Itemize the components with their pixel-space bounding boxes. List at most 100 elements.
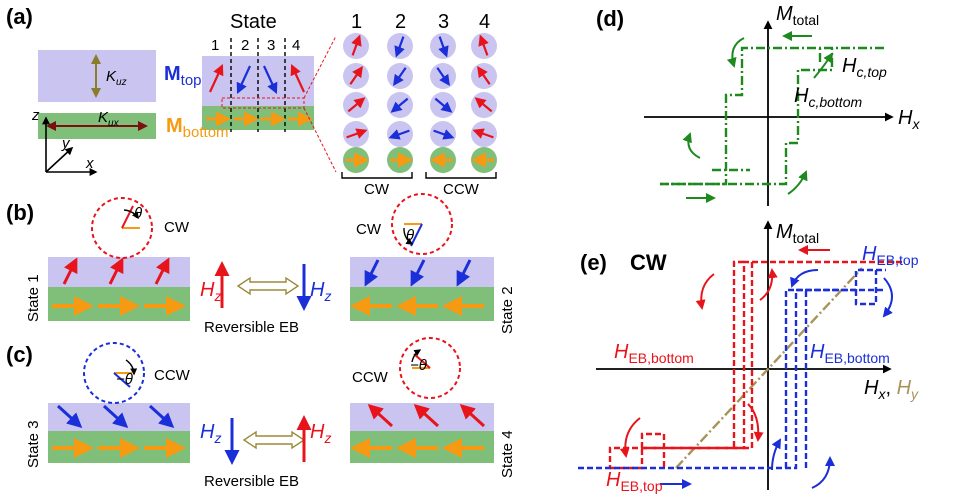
spin-moment-arrow — [474, 97, 493, 113]
spin-moment-arrow — [394, 36, 405, 58]
state4-top-moments — [367, 403, 486, 428]
state1-label: State 1 — [25, 274, 42, 322]
cw-bracket — [341, 172, 413, 179]
coordinate-axes: z y x — [31, 107, 98, 176]
state1-top-moments — [62, 257, 170, 285]
heb-top-right-label: HEB,top — [862, 243, 919, 268]
ccw-moment-line-right — [413, 353, 431, 369]
hc-top-label: Hc,top — [842, 55, 887, 80]
cw-label-left: CW — [164, 219, 190, 236]
panel-b-label: (b) — [6, 200, 34, 225]
d-y-axis-label: Mtotal — [776, 3, 819, 28]
e-hy-diagonal — [675, 267, 863, 469]
spin-moment-arrow — [436, 67, 450, 87]
e-y-axis-label: Mtotal — [776, 221, 819, 246]
spin-moment-arrow — [393, 67, 407, 87]
theta-right: θ — [406, 227, 414, 244]
cw-angle-arc-right — [403, 227, 414, 245]
ccw-group-label: CCW — [443, 181, 480, 198]
spin-moment-arrow — [438, 36, 449, 58]
panel-c-label: (c) — [6, 342, 33, 367]
reversible-eb-caption-c: Reversible EB — [204, 473, 299, 490]
neg-theta-right: −θ — [410, 357, 427, 374]
spin-moment-arrow — [433, 129, 455, 140]
hc-bottom-label: Hc,bottom — [794, 85, 862, 110]
panel-e: (e) CW Mtotal Hx, Hy — [578, 220, 919, 494]
spin-moment-arrow — [388, 129, 410, 140]
e-blue-arrows — [660, 269, 893, 489]
k-uz-label: Kuz — [106, 68, 127, 88]
e-red-loop — [608, 260, 902, 470]
cw-moment-line-left — [121, 205, 134, 229]
e-blue-loop — [578, 268, 886, 470]
spin-moment-arrow — [478, 34, 489, 56]
ccw-angle-arc-left — [125, 359, 138, 376]
state3-label: State 3 — [25, 420, 42, 468]
panel-e-label: (e) — [580, 250, 607, 275]
panel-a-label: (a) — [6, 4, 33, 29]
state-top-moments — [209, 64, 305, 94]
hz-up-label-c: Hz — [310, 421, 331, 446]
cw-angle-circle-left — [91, 197, 153, 259]
theta-left: θ — [134, 205, 142, 222]
k-ux-label: Kux — [98, 109, 120, 129]
e-red-arrows — [619, 245, 830, 458]
spin-moment-arrow — [351, 34, 362, 56]
spin-moment-arrow — [477, 65, 491, 85]
neg-theta-left: −θ — [116, 371, 133, 388]
panel-d: (d) Mtotal Hx Hc,top Hc,bottom — [596, 3, 920, 206]
heb-top-left-label: HEB,top — [606, 469, 663, 494]
spin-moment-arrow — [349, 65, 363, 85]
ccw-angle-circle-left — [83, 342, 145, 404]
panel-a: (a) Kuz Kux z y x State 1 2 3 4 — [6, 4, 497, 198]
cw-angle-arc-left — [123, 209, 139, 220]
panel-c: (c) State 3 −θ CCW Hz Hz Reversible EB — [6, 337, 516, 490]
state2-label: State 2 — [499, 286, 516, 334]
state-number-4: 4 — [292, 37, 300, 54]
zoom-line-top — [303, 35, 337, 99]
cw-label-right: CW — [356, 221, 382, 238]
column-number-3: 3 — [438, 11, 449, 33]
state2-top-moments — [364, 259, 472, 287]
reversible-eb-caption-b: Reversible EB — [204, 319, 299, 336]
state-number-1: 1 — [211, 37, 219, 54]
ccw-angle-arc-right — [411, 349, 422, 363]
axis-x-label: x — [85, 155, 94, 172]
cw-angle-circle-right — [391, 193, 453, 255]
column-number-2: 2 — [395, 11, 406, 33]
spin-moment-arrow — [434, 97, 453, 113]
zoom-box — [221, 97, 305, 109]
panel-b: (b) State 1 θ CW Hz Hz Reversible EB — [6, 193, 516, 336]
d-hysteresis-loop — [660, 46, 884, 186]
ccw-label-right: CCW — [352, 369, 389, 386]
spin-moment-arrow — [346, 128, 368, 139]
zoom-line-bottom — [303, 107, 337, 173]
state-title: State — [230, 11, 277, 33]
reversible-arrow-b — [236, 276, 300, 296]
ccw-angle-circle-right — [399, 337, 461, 399]
spin-columns — [343, 33, 497, 173]
hz-down-label: Hz — [310, 279, 331, 304]
column-number-4: 4 — [479, 11, 490, 33]
m-top-label: Mtop — [164, 63, 202, 89]
column-number-1: 1 — [351, 11, 362, 33]
panel-d-label: (d) — [596, 6, 624, 31]
e-cw-tag: CW — [630, 250, 667, 275]
ccw-bracket — [425, 172, 497, 179]
ccw-moment-line-left — [113, 372, 131, 388]
spin-moment-arrow — [347, 97, 366, 113]
reversible-arrow-c — [242, 430, 306, 450]
cw-group-label: CW — [364, 181, 390, 198]
d-direction-arrows — [682, 31, 834, 203]
heb-bottom-right-label: HEB,bottom — [810, 341, 890, 366]
hz-up-label: Hz — [200, 279, 221, 304]
state3-top-moments — [56, 404, 175, 429]
spin-moment-arrow — [390, 97, 409, 113]
axis-y-label: y — [61, 135, 71, 152]
d-x-axis-label: Hx — [898, 107, 920, 132]
heb-bottom-left-label: HEB,bottom — [614, 341, 694, 366]
axis-z-label: z — [31, 107, 40, 124]
state-number-3: 3 — [267, 37, 275, 54]
spin-moment-arrow — [472, 128, 494, 139]
m-bottom-label: Mbottom — [166, 115, 229, 141]
